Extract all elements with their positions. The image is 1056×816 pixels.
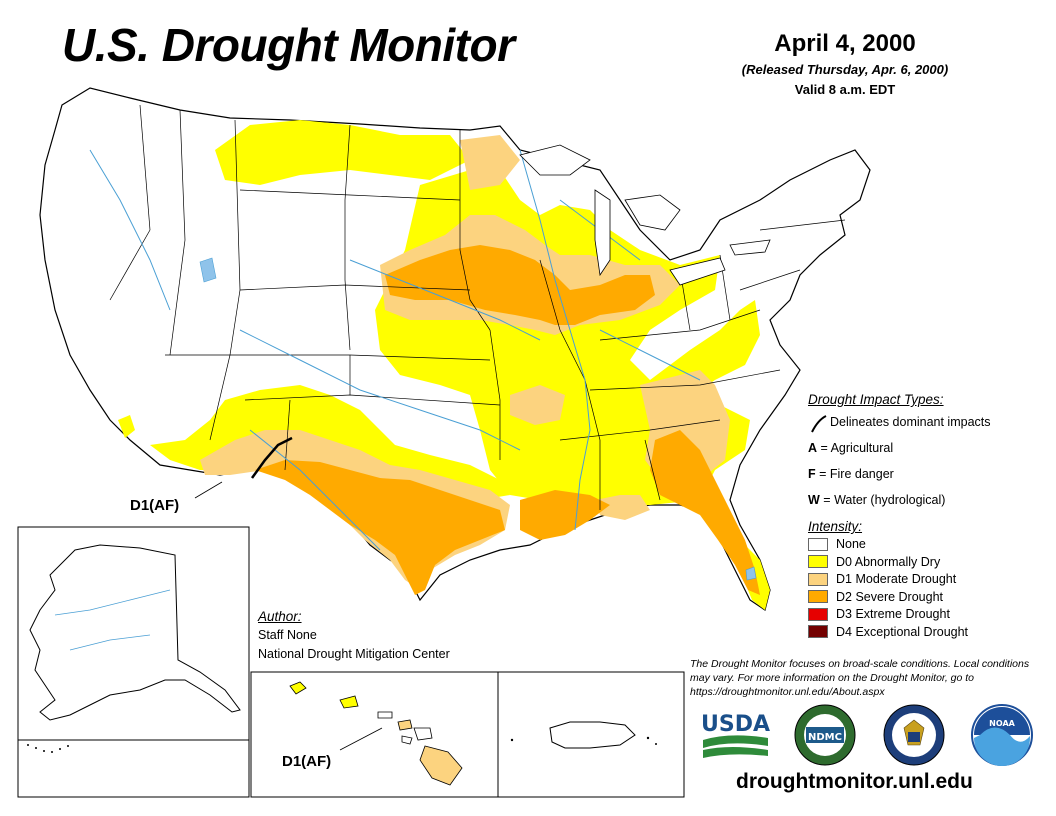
author-block: Author: Staff None National Drought Miti… [258,606,450,663]
site-url[interactable]: droughtmonitor.unl.edu [736,770,973,793]
date-block: April 4, 2000 (Released Thursday, Apr. 6… [700,30,990,97]
svg-text:NOAA: NOAA [989,719,1015,728]
noaa-logo: NOAA [971,704,1033,766]
intensity-label: D0 Abnormally Dry [836,554,941,569]
legend: Drought Impact Types: Delineates dominan… [808,392,991,639]
disclaimer-note: The Drought Monitor focuses on broad-sca… [690,658,1030,698]
intensity-heading: Intensity: [808,519,863,534]
impact-letter: F [808,467,816,481]
intensity-swatch [808,555,828,569]
alaska-rivers [54,589,171,651]
intensity-swatch [808,625,828,639]
author-org: National Drought Mitigation Center [258,647,450,661]
inset-frames [17,526,685,798]
intensity-row: D0 Abnormally Dry [808,555,991,570]
commerce-seal [883,704,945,766]
aleutian-islands [27,744,69,753]
released-date: (Released Thursday, Apr. 6, 2000) [741,62,949,77]
intensity-row: D4 Exceptional Drought [808,625,991,640]
intensity-swatch [808,607,828,621]
impact-text: = Water (hydrological) [823,493,946,507]
intensity-row: None [808,537,991,552]
state-borders [109,104,846,510]
great-salt-lake [199,257,217,283]
usda-logo: USDA [701,712,770,758]
map-title: U.S. Drought Monitor [62,19,515,71]
intensity-label: D2 Severe Drought [836,589,944,604]
intensity-label: D4 Exceptional Drought [836,624,969,639]
intensity-swatch [808,537,828,551]
d1-label-leader [194,481,223,499]
impact-letter: A [808,441,818,455]
intensity-row: D2 Severe Drought [808,590,991,605]
legend-impact-line-icon [811,415,827,433]
author-name: Staff None [258,628,317,642]
lake-okeechobee [745,566,757,581]
impact-line-label: Delineates dominant impacts [830,415,991,429]
ndmc-logo: NDMC [794,704,856,766]
intensity-label: D1 Moderate Drought [836,572,957,587]
d2-areas [255,245,760,595]
impact-type-water: W = Water (hydrological) [808,493,991,507]
intensity-list: None D0 Abnormally Dry D1 Moderate Drought… [808,537,991,639]
svg-text:NDMC: NDMC [808,732,842,743]
impact-type-fire: F = Fire danger [808,467,991,481]
puerto-rico-shape [549,721,636,749]
author-heading: Author: [258,609,302,624]
impact-text: = Agricultural [820,441,894,455]
impact-line-row: Delineates dominant impacts [808,415,991,429]
impact-types-heading: Drought Impact Types: [808,392,944,407]
map-date: April 4, 2000 [774,30,916,57]
hawaii-d1-label: D1(AF) [282,753,332,770]
intensity-row: D1 Moderate Drought [808,572,991,587]
impact-text: = Fire danger [819,467,894,481]
intensity-swatch [808,572,828,586]
impact-letter: W [808,493,820,507]
hawaii-d1-leader [339,727,383,751]
conus-d1-label: D1(AF) [130,497,180,514]
alaska-shape [29,544,241,721]
intensity-label: None [836,537,866,552]
impact-delineation-line [250,436,293,479]
intensity-row: D3 Extreme Drought [808,607,991,622]
impact-type-agricultural: A = Agricultural [808,441,991,455]
hawaii-islands [289,681,463,786]
valid-time: Valid 8 a.m. EDT [794,82,896,97]
intensity-swatch [808,590,828,604]
intensity-label: D3 Extreme Drought [836,607,950,622]
great-lakes [519,144,771,286]
svg-text:USDA: USDA [701,712,770,737]
pr-islands [510,736,657,745]
